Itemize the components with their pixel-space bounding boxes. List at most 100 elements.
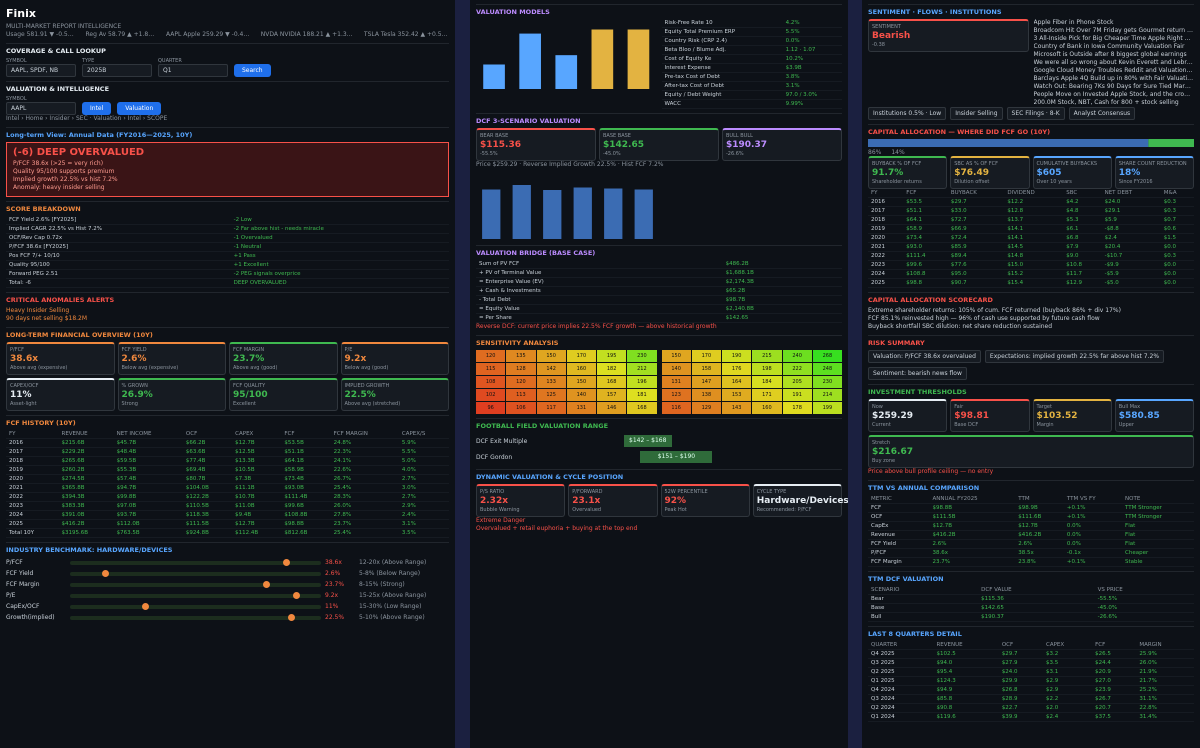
span-name: DCF Exit Multiple <box>476 437 528 445</box>
card-label: BUYBACK % OF FCF <box>872 161 922 167</box>
cell: 2024 <box>6 510 59 520</box>
row: Quality 95/100 +1 Excellent <box>6 260 449 270</box>
cell: $24.0 <box>1101 197 1161 207</box>
cell: 24.1% <box>330 456 399 466</box>
cell: $110.5B <box>182 501 233 511</box>
card-note: Dilution offset <box>954 179 990 185</box>
button[interactable]: Intel <box>82 102 112 115</box>
card: FCF QUALITY 95/100 Excellent <box>229 378 338 411</box>
card: FCF YIELD 2.6% Below avg (expensive) <box>117 342 226 375</box>
row: Forward PEG 2.51 -2 PEG signals overprice <box>6 269 449 279</box>
lines: MULTI-MARKET REPORT INTELLIGENCE <box>6 23 449 31</box>
heat-cell: 140 <box>566 389 596 401</box>
cell: 25.2% <box>1136 685 1194 695</box>
cell: -$9.9 <box>1101 260 1161 270</box>
column-header: M&A <box>1160 189 1194 198</box>
metric-note: 12-20x (Above Range) <box>359 559 427 566</box>
cell: 31.4% <box>1136 712 1194 722</box>
card-note: Above avg (stretched) <box>344 401 401 407</box>
card-value: $103.52 <box>1036 411 1078 421</box>
lines: Price above bull profile ceiling — no en… <box>868 468 1194 476</box>
cell: $26.8 <box>998 685 1044 695</box>
cell: 2019 <box>868 224 904 234</box>
section: SCORE BREAKDOWN FCF Yield 2.6% [FY2025] -2… <box>6 201 449 292</box>
cell: $260.2B <box>58 465 114 475</box>
cell: $142.65 <box>978 603 1095 613</box>
cell: $64.1 <box>903 215 948 225</box>
row: Interest Expense $3.9B <box>661 63 842 73</box>
heat-cell: 160 <box>566 363 596 375</box>
row: = Enterprise Value (EV) $2,174.3B <box>476 277 842 287</box>
cell: +0.1% <box>1063 512 1123 522</box>
row: Q3 2024 $85.8 $28.9 $2.2 $26.7 31.1% <box>868 694 1194 704</box>
cell: $416.2B <box>929 530 1016 540</box>
cell: $111.4 <box>903 251 948 261</box>
lines: Price $259.29 · Reverse Implied Growth 2… <box>476 161 842 169</box>
section: TTM DCF VALUATION SCENARIO DCF VALUE VS PRI… <box>868 571 1194 626</box>
column: VALUATION MODELS Risk-Free Rate 10 4.2% Equ… <box>470 0 848 748</box>
heat-cell: 199 <box>812 402 842 414</box>
cell: $3.1 <box>1043 667 1093 677</box>
cell: $112.0B <box>113 519 183 529</box>
row: 2023 $99.6 $77.6 $15.0 $10.8 -$9.9 $0.0 <box>868 260 1194 270</box>
cell: $15.2 <box>1004 269 1064 279</box>
column-header: TTM VS FY <box>1063 495 1123 504</box>
cell: $58.9 <box>903 224 948 234</box>
cell: -0.1x <box>1063 548 1123 558</box>
cell: $12.5B <box>232 447 282 457</box>
range-row: P/E 9.2x 15-25x (Above Range) <box>6 590 449 601</box>
heat-cell: 131 <box>661 376 691 388</box>
heat-cell: 230 <box>627 350 657 362</box>
text-line: Broadcom Hit Over 7M Friday gets Gourmet… <box>1033 27 1195 34</box>
section-title: LAST 8 QUARTERS DETAIL <box>868 630 962 638</box>
button[interactable]: Valuation <box>117 102 162 115</box>
input[interactable]: AAPL, SPDF, NB <box>6 64 76 77</box>
verdict-banner: (-6) DEEP OVERVALUED P/FCF 38.6x (>25 = v… <box>6 142 449 197</box>
cell: $12.7B <box>232 519 282 529</box>
section: CAPITAL ALLOCATION — WHERE DID FCF GO (1… <box>868 124 1194 292</box>
cell: OCF <box>868 512 930 522</box>
card-label: BULL BULL <box>726 133 753 139</box>
heat-cell: 131 <box>566 402 596 414</box>
cell: 2025 <box>6 519 59 529</box>
table: SCENARIO DCF VALUE VS PRICE Bear $115.36 -55.… <box>868 586 1194 622</box>
cell: $2.9 <box>1043 676 1093 686</box>
cell: $108.8B <box>281 510 331 520</box>
row: Q4 2025 $102.5 $29.7 $3.2 $26.5 25.9% <box>868 649 1194 659</box>
cell: 2025 <box>868 278 904 288</box>
heat-cell: 195 <box>597 350 627 362</box>
input[interactable]: 2025B <box>82 64 152 77</box>
cell: $95.0 <box>947 269 1005 279</box>
cell: $0.6 <box>1160 224 1194 234</box>
button[interactable]: Search <box>234 64 271 77</box>
row: P/FCF 38.6x 38.5x -0.1x Cheaper <box>868 548 1194 558</box>
cell: 22.8% <box>1136 703 1194 713</box>
card-label: SHARE COUNT REDUCTION <box>1118 161 1187 167</box>
cell: $12.2 <box>1004 197 1064 207</box>
section: SENTIMENT · FLOWS · INSTITUTIONS SENTIMEN… <box>868 4 1194 124</box>
range-dot <box>142 602 150 610</box>
cell: $58.9B <box>281 465 331 475</box>
cell: 2.4% <box>398 510 449 520</box>
range-row: FCF Margin 23.7% 8-15% (Strong) <box>6 579 449 590</box>
cell: $27.0 <box>1092 676 1137 686</box>
cell: $1.5 <box>1160 233 1194 243</box>
cards: BUYBACK % OF FCF 91.7% Shareholder returns… <box>868 156 1194 189</box>
row: P/FCF 38.6x [FY2025] -1 Neutral <box>6 242 449 252</box>
card: SBC AS % OF FCF $76.49 Dilution offset <box>950 156 1030 189</box>
input[interactable]: AAPL <box>6 102 76 115</box>
heat-cell: 168 <box>597 376 627 388</box>
cell: $55.3B <box>113 465 183 475</box>
cell: Interest Expense <box>661 63 783 73</box>
column-header: SCENARIO <box>868 586 979 595</box>
cell: $3.9B <box>782 63 842 73</box>
column-header: BUYBACK <box>947 189 1005 198</box>
input[interactable]: Q1 <box>158 64 228 77</box>
section-title: RISK SUMMARY <box>868 339 925 347</box>
column-header: NET DEBT <box>1101 189 1161 198</box>
column-header: MARGIN <box>1136 641 1194 650</box>
card: BEAR BASE $115.36 -55.5% <box>476 128 596 161</box>
card-value: $216.67 <box>872 447 913 457</box>
card-value: 2.6% <box>121 354 147 364</box>
cell: 0.0% <box>1063 530 1123 540</box>
